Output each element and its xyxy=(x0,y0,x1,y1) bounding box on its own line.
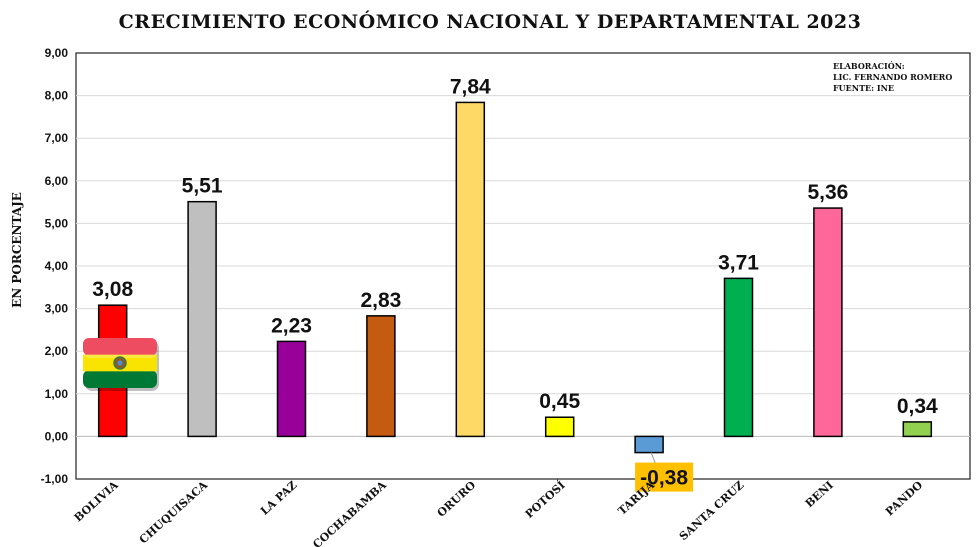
bar xyxy=(634,435,664,454)
y-tick-label: 5,00 xyxy=(45,216,69,230)
bar xyxy=(813,207,843,438)
data-label: 0,45 xyxy=(539,390,580,413)
x-tick-label: PANDO xyxy=(883,478,926,518)
x-axis-ticks: BOLIVIA CHUQUISACA LA PAZ COCHABAMBA ORURO PO… xyxy=(72,478,926,547)
bar xyxy=(366,315,396,438)
bar xyxy=(276,340,307,438)
data-label: 0,34 xyxy=(897,395,938,418)
x-tick-label: POTOSÍ xyxy=(522,478,568,521)
source-note-line-3: FUENTE: INE xyxy=(833,83,894,93)
data-label: -0,38 xyxy=(640,467,688,490)
y-tick-label: 6,00 xyxy=(45,174,69,188)
bars xyxy=(97,101,933,454)
data-label-background xyxy=(635,462,694,492)
data-label: 2,23 xyxy=(271,314,312,337)
source-note: ELABORACIÓN: LIC. FERNANDO ROMERO FUENTE… xyxy=(833,61,952,93)
x-tick-label: LA PAZ xyxy=(258,479,300,518)
y-tick-label: 1,00 xyxy=(45,387,69,401)
y-tick-label: 3,00 xyxy=(45,302,69,316)
data-label: 3,08 xyxy=(92,278,133,301)
flag-stripe-red xyxy=(83,338,157,356)
y-tick-label: -1,00 xyxy=(41,472,69,486)
data-label: 5,36 xyxy=(807,181,848,204)
bolivia-flag-icon xyxy=(83,338,159,391)
data-label: 2,83 xyxy=(360,289,401,312)
flag-stripe-green xyxy=(83,370,157,388)
data-label: 3,71 xyxy=(718,251,759,274)
y-tick-label: 7,00 xyxy=(45,131,69,145)
data-label: 7,84 xyxy=(450,75,491,98)
y-tick-label: 4,00 xyxy=(45,259,69,273)
flag-emblem-center xyxy=(117,360,123,366)
bar xyxy=(455,101,486,438)
flag-gloss xyxy=(83,338,157,358)
x-tick-label: CHUQUISACA xyxy=(137,478,211,546)
y-tick-label: 2,00 xyxy=(45,344,69,358)
bar xyxy=(187,200,217,438)
x-tick-label: BOLIVIA xyxy=(72,478,121,524)
data-label: 5,51 xyxy=(182,175,223,198)
y-axis-label: EN PORCENTAJE xyxy=(10,192,24,308)
data-labels: 3,08 5,51 2,23 2,83 7,84 0,45 -0,38 3,71 5,36 0,3… xyxy=(92,75,938,492)
chart-title: CRECIMIENTO ECONÓMICO NACIONAL Y DEPARTA… xyxy=(119,10,862,33)
x-tick-label: ORURO xyxy=(435,478,479,519)
bar xyxy=(723,277,754,438)
bar xyxy=(902,421,933,438)
x-tick-label: COCHABAMBA xyxy=(310,478,389,547)
source-note-line-1: ELABORACIÓN: xyxy=(833,61,905,71)
y-axis-ticks: -1,00 0,00 1,00 2,00 3,00 4,00 5,00 6,00 7,00 8,0… xyxy=(41,46,69,486)
y-tick-label: 0,00 xyxy=(45,429,69,443)
source-note-line-2: LIC. FERNANDO ROMERO xyxy=(833,72,952,82)
bar xyxy=(544,416,575,438)
y-tick-label: 8,00 xyxy=(45,89,69,103)
y-tick-label: 9,00 xyxy=(45,46,69,60)
x-tick-label: BENI xyxy=(803,479,836,511)
